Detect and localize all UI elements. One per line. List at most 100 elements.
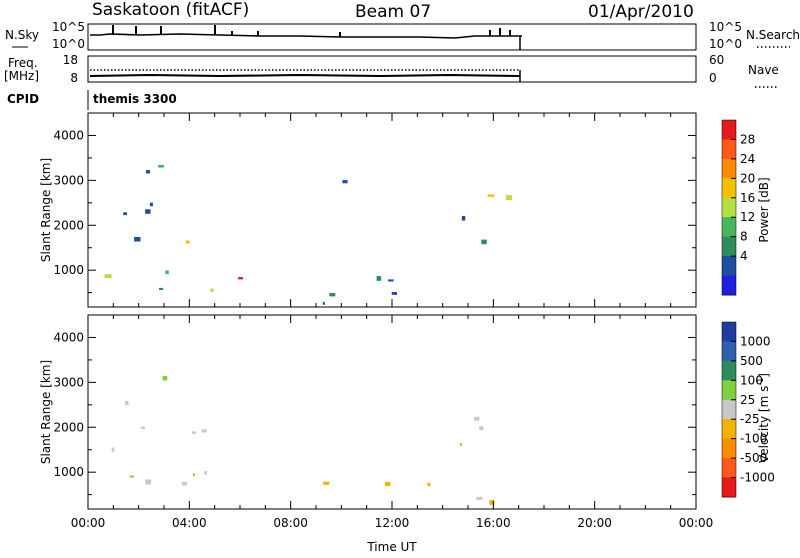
echo-cell	[479, 426, 484, 431]
echo-cell	[134, 237, 141, 242]
echo-cell	[165, 270, 169, 275]
echo-cell	[141, 426, 145, 429]
x-tick-label: 08:00	[273, 516, 308, 530]
x-tick-label: 12:00	[375, 516, 410, 530]
colorbar-tick-label: 12	[740, 210, 755, 224]
noise-sky-trace	[90, 33, 522, 39]
echo-cell	[322, 301, 325, 305]
date-title: 01/Apr/2010	[588, 2, 694, 22]
colorbar-tick-label: 500	[740, 354, 763, 368]
echo-cell	[388, 279, 394, 282]
noise-right-label: N.Search	[746, 28, 800, 42]
colorbar-swatch	[722, 360, 736, 381]
colorbar-swatch	[722, 419, 736, 440]
echo-cell	[384, 482, 391, 487]
x-tick-label: 00:00	[679, 516, 714, 530]
x-tick-label: 04:00	[172, 516, 207, 530]
time-axis-label: Time UT	[366, 540, 417, 554]
echo-cell	[238, 277, 243, 280]
colorbar-swatch	[722, 178, 736, 199]
echo-cell	[473, 416, 480, 421]
noise-right-tick-bottom: 10^0	[709, 37, 742, 51]
colorbar-swatch	[722, 399, 736, 420]
echo-cell	[201, 429, 207, 433]
echo-cell	[210, 288, 214, 292]
colorbar-swatch	[722, 197, 736, 218]
noise-left-tick-top: 10^5	[52, 20, 85, 34]
colorbar-swatch	[722, 477, 736, 498]
echo-cell	[476, 496, 483, 500]
cpid-value: themis 3300	[93, 92, 177, 106]
colorbar-tick-label: -25	[740, 412, 760, 426]
echo-cell	[489, 500, 495, 505]
echo-cell	[505, 195, 512, 201]
velocity-colorbar: 1000 500 100 25 -25 -100 -500 -1000	[721, 321, 775, 498]
freq-right-tick-bottom: 0	[709, 71, 717, 85]
echo-cell	[481, 239, 487, 245]
colorbar-tick-label: 25	[740, 393, 755, 407]
frequency-trace	[89, 73, 521, 78]
velocity-ylabel: Slant Range [km]	[39, 360, 53, 464]
echo-cell	[459, 443, 463, 446]
cpid-label: CPID	[7, 92, 39, 106]
noise-right-tick-top: 10^5	[709, 20, 742, 34]
echo-cell	[186, 240, 190, 244]
freq-left-label-top: Freq.	[8, 56, 38, 70]
noise-left-tick-bottom: 10^0	[52, 37, 85, 51]
freq-left-tick-top: 18	[63, 53, 78, 67]
echo-cell	[146, 170, 151, 174]
colorbar-swatch	[722, 256, 736, 277]
colorbar-swatch	[722, 120, 736, 140]
colorbar-tick-label: 20	[740, 171, 755, 185]
echo-cell	[342, 180, 348, 184]
colorbar-swatch	[722, 341, 736, 362]
velocity-axes: 1000 2000 3000 4000 00:00 04:00 08:00 12:00 16:0…	[53, 315, 713, 530]
echo-cell	[145, 209, 151, 214]
colorbar-tick-label: 8	[740, 230, 748, 244]
echo-cell	[323, 481, 330, 485]
echo-cell	[427, 482, 431, 487]
power-panel: 1000 2000 3000 4000 Slant Range [km] 28 24 20…	[39, 112, 771, 308]
nave-label: Nave	[748, 63, 779, 77]
y-tick-label: 2000	[53, 420, 84, 434]
colorbar-tick-label: 4	[740, 249, 748, 263]
echo-cell	[159, 287, 164, 290]
frequency-panel: Freq. [MHz] 18 8 60 0 Nave	[4, 53, 779, 88]
echo-cell	[329, 293, 336, 297]
power-echo-layer	[104, 164, 512, 305]
noise-panel: N.Sky 10^5 10^0 10^5 10^0 N.Search	[5, 20, 800, 51]
echo-cell	[181, 482, 188, 486]
colorbar-swatch	[722, 380, 736, 401]
colorbar-swatch	[722, 438, 736, 459]
colorbar-swatch	[722, 139, 736, 160]
power-colorbar: 28 24 20 16 12 8 4	[721, 119, 755, 296]
y-tick-label: 2000	[53, 218, 84, 232]
x-tick-label: 00:00	[71, 516, 106, 530]
echo-cell	[204, 471, 207, 475]
echo-cell	[162, 376, 168, 381]
echo-cell	[123, 212, 127, 216]
y-tick-label: 1000	[53, 465, 84, 479]
colorbar-frame	[721, 321, 737, 498]
y-tick-label: 1000	[53, 263, 84, 277]
colorbar-tick-label: -500	[740, 451, 767, 465]
echo-cell	[376, 276, 382, 281]
echo-cell	[391, 292, 397, 295]
echo-cell	[124, 401, 129, 406]
freq-left-tick-bottom: 8	[70, 71, 78, 85]
colorbar-tick-label: -100	[740, 432, 767, 446]
echo-cell	[192, 473, 195, 477]
colorbar-swatch	[722, 236, 736, 257]
beam-title: Beam 07	[355, 2, 431, 22]
colorbar-swatch	[722, 275, 736, 296]
colorbar-frame	[721, 119, 737, 296]
noise-left-label: N.Sky	[5, 28, 39, 42]
echo-cell	[111, 447, 115, 452]
power-axes: 1000 2000 3000 4000	[53, 113, 697, 307]
colorbar-tick-label: 28	[740, 132, 755, 146]
colorbar-swatch	[722, 458, 736, 479]
colorbar-tick-label: 24	[740, 152, 755, 166]
power-colorbar-label: Power [dB]	[757, 177, 771, 242]
y-tick-label: 4000	[53, 128, 84, 142]
colorbar-swatch	[722, 322, 736, 342]
